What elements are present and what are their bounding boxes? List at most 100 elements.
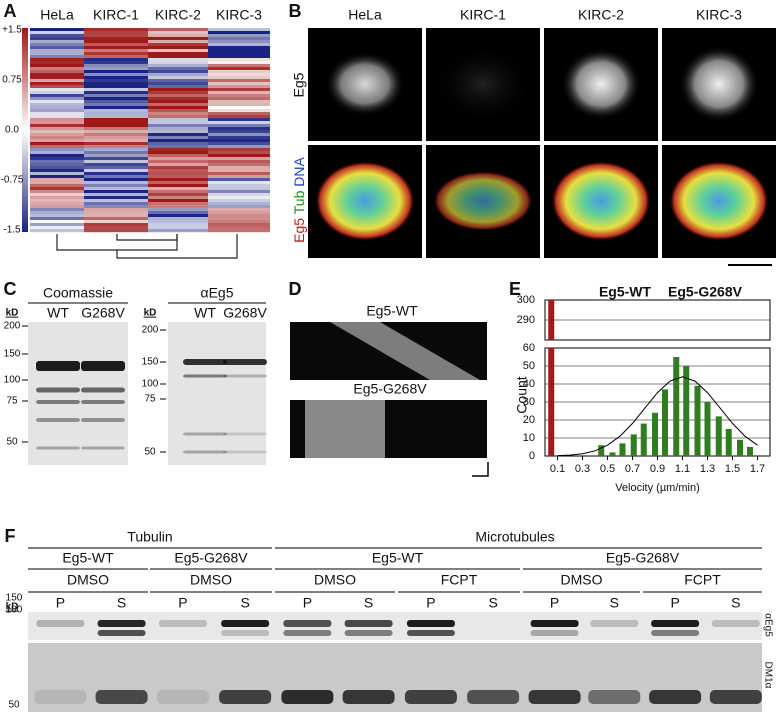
y-tick-label: 20 bbox=[523, 414, 535, 426]
band bbox=[221, 620, 270, 627]
x-tick-label: 1.3 bbox=[700, 463, 715, 475]
heatmap-cell bbox=[84, 172, 148, 176]
heatmap-cell bbox=[148, 187, 208, 191]
heatmap-cell bbox=[84, 103, 148, 107]
heatmap-cell bbox=[148, 97, 208, 101]
heatmap-cell bbox=[148, 148, 208, 152]
marker-label: 150 bbox=[6, 593, 23, 604]
treatment-label: FCPT bbox=[684, 572, 721, 588]
bar bbox=[662, 389, 668, 456]
lane-label: S bbox=[731, 595, 740, 611]
panel-letter: B bbox=[289, 1, 302, 21]
heatmap-cell bbox=[30, 190, 84, 194]
heatmap-cell bbox=[148, 37, 208, 41]
lane-label: S bbox=[610, 595, 619, 611]
band bbox=[406, 630, 455, 636]
x-tick-label: 0.1 bbox=[550, 463, 565, 475]
dendrogram bbox=[116, 234, 238, 259]
panel-letter: C bbox=[4, 279, 17, 299]
heatmap-cell bbox=[148, 139, 208, 143]
heatmap-cell bbox=[148, 172, 208, 176]
heatmap-cell bbox=[30, 76, 84, 80]
heatmap-cell bbox=[208, 148, 270, 152]
spindle bbox=[325, 52, 405, 116]
band bbox=[283, 630, 332, 636]
heatmap-cell bbox=[148, 178, 208, 182]
heatmap-cell bbox=[30, 118, 84, 122]
scale-label: -1.5 bbox=[3, 225, 21, 236]
scale-label: +1.5 bbox=[2, 25, 22, 36]
heatmap-cell bbox=[30, 103, 84, 107]
x-tick-label: 0.9 bbox=[650, 463, 665, 475]
row-label: Eg5 Tub DNA bbox=[291, 157, 307, 243]
fit-curve bbox=[557, 376, 758, 457]
bar bbox=[715, 416, 722, 456]
lane-label: P bbox=[550, 595, 559, 611]
spindle-merge bbox=[551, 161, 651, 241]
panel-letter: E bbox=[509, 279, 521, 299]
protein-label: Eg5-WT bbox=[372, 550, 424, 566]
x-tick-label: 0.5 bbox=[600, 463, 615, 475]
heatmap-cell bbox=[30, 100, 84, 104]
heatmap-cell bbox=[84, 46, 148, 50]
band bbox=[183, 432, 227, 436]
heatmap-cell bbox=[208, 97, 270, 101]
heatmap-cell bbox=[84, 52, 148, 56]
heatmap-cell bbox=[148, 40, 208, 44]
heatmap-cell bbox=[148, 118, 208, 122]
heatmap-cell bbox=[30, 229, 84, 233]
heatmap-cell bbox=[148, 229, 208, 233]
bar bbox=[673, 357, 680, 456]
heatmap-cell bbox=[148, 214, 208, 218]
y-tick-label: 300 bbox=[517, 294, 535, 306]
heatmap-cell bbox=[84, 76, 148, 80]
heatmap-cell bbox=[30, 112, 84, 116]
heatmap-cell bbox=[30, 130, 84, 134]
heatmap-cell bbox=[84, 127, 148, 131]
heatmap-cell bbox=[208, 58, 270, 62]
heatmap-cell bbox=[148, 88, 208, 92]
band bbox=[530, 630, 579, 636]
heatmap-cell bbox=[148, 145, 208, 149]
band bbox=[95, 690, 148, 704]
bar bbox=[704, 402, 711, 456]
heatmap-cell bbox=[208, 31, 270, 35]
heatmap-cell bbox=[208, 178, 270, 182]
heatmap-cell bbox=[30, 136, 84, 140]
column-label: KIRC-2 bbox=[578, 7, 624, 23]
heatmap-cell bbox=[148, 175, 208, 179]
heatmap-cell bbox=[30, 202, 84, 206]
protein-label: Eg5-G268V bbox=[606, 550, 680, 566]
heatmap-cell bbox=[30, 82, 84, 86]
heatmap-cell bbox=[30, 205, 84, 209]
band bbox=[344, 620, 393, 627]
heatmap-cell bbox=[84, 118, 148, 122]
heatmap-cell bbox=[84, 64, 148, 68]
heatmap-cell bbox=[84, 49, 148, 53]
band bbox=[81, 400, 125, 404]
heatmap-cell bbox=[148, 91, 208, 95]
heatmap-cell bbox=[30, 73, 84, 77]
heatmap-cell bbox=[208, 43, 270, 47]
heatmap-cell bbox=[208, 70, 270, 74]
heatmap-cell bbox=[84, 73, 148, 77]
band bbox=[36, 361, 80, 371]
heatmap-cell bbox=[30, 61, 84, 65]
heatmap-cell bbox=[208, 196, 270, 200]
heatmap-cell bbox=[148, 94, 208, 98]
bar bbox=[598, 445, 605, 456]
heatmap-cell bbox=[208, 127, 270, 131]
band bbox=[36, 387, 80, 393]
heatmap-cell bbox=[30, 49, 84, 53]
heatmap-cell bbox=[208, 115, 270, 119]
heatmap-cell bbox=[208, 34, 270, 38]
heatmap-cell bbox=[84, 88, 148, 92]
y-tick-label: 60 bbox=[523, 342, 535, 354]
heatmap-cell bbox=[148, 184, 208, 188]
heatmap-cell bbox=[208, 40, 270, 44]
heatmap-cell bbox=[208, 163, 270, 167]
heatmap-cell bbox=[148, 130, 208, 134]
y-tick-label: 50 bbox=[523, 360, 535, 372]
band bbox=[183, 450, 227, 454]
heatmap-cell bbox=[84, 160, 148, 164]
